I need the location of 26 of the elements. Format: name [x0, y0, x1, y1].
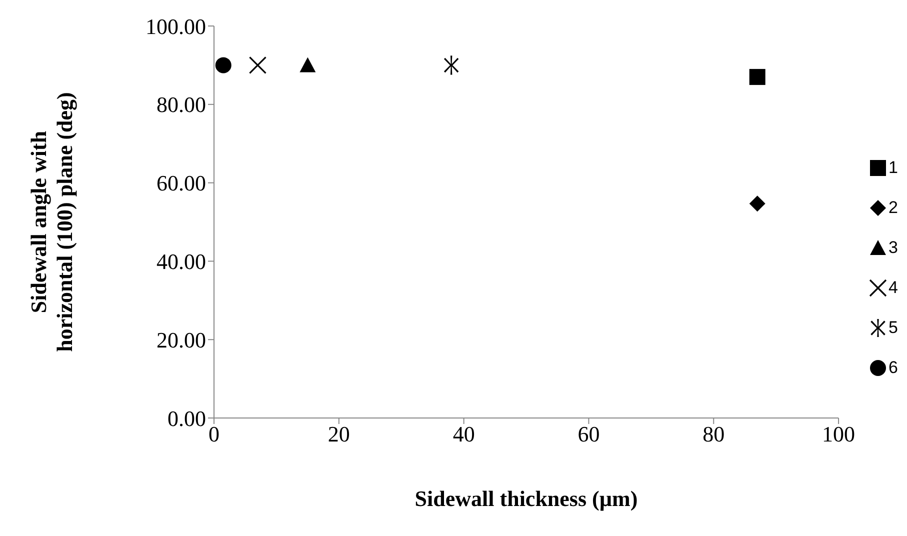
point [749, 196, 766, 212]
legend-label: 6 [888, 358, 898, 378]
x-axis-title: Sidewall thickness (µm) [414, 486, 638, 511]
x-tick-label: 80 [702, 422, 725, 447]
y-tick-label: 40.00 [156, 249, 206, 274]
legend-label: 4 [888, 278, 898, 298]
x-tick-label: 0 [208, 422, 220, 447]
y-tick-label: 100.00 [146, 14, 206, 39]
y-axis-title: Sidewall angle with horizontal (100) plane (deg) [26, 92, 77, 352]
point [444, 56, 459, 75]
legend-label: 2 [888, 198, 898, 218]
x-tick-label: 40 [452, 422, 475, 447]
y-tick-label: 80.00 [156, 92, 206, 118]
y-tick-label: 60.00 [156, 170, 206, 196]
y-tick-label: 20.00 [156, 327, 206, 352]
x-tick-label: 60 [578, 422, 600, 447]
x-tick-label: 20 [328, 422, 350, 447]
point [749, 68, 766, 85]
point [300, 57, 316, 72]
y-tick-label: 0.00 [168, 406, 206, 431]
legend-label: 1 [888, 158, 898, 178]
legend-label: 5 [888, 318, 898, 338]
legend-label: 3 [888, 238, 898, 258]
point [248, 56, 267, 74]
point [215, 57, 232, 74]
x-tick-label: 100 [822, 422, 856, 447]
